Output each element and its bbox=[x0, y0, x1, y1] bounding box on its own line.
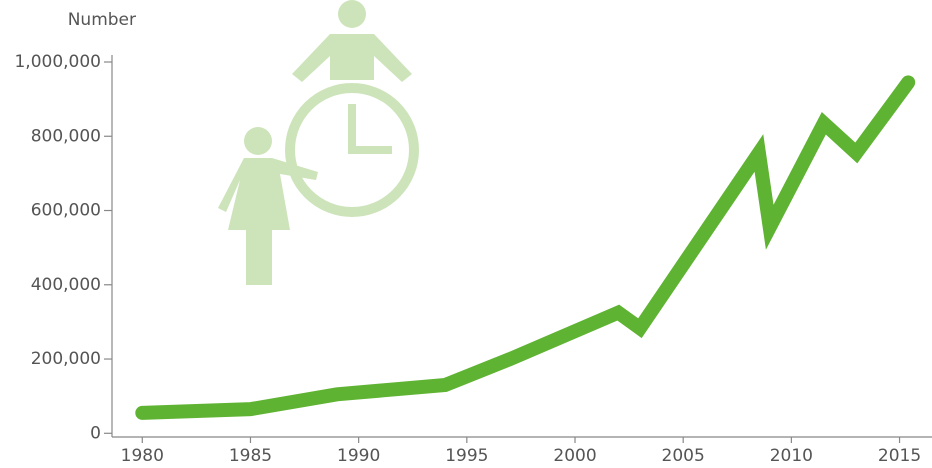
x-tick-label: 1990 bbox=[337, 446, 380, 466]
illustration bbox=[218, 0, 419, 285]
y-tick-label: 600,000 bbox=[31, 201, 101, 221]
x-tick-label: 2010 bbox=[770, 446, 813, 466]
x-tick-label: 2005 bbox=[662, 446, 705, 466]
y-tick-label: 800,000 bbox=[31, 126, 101, 146]
y-tick-label: 400,000 bbox=[31, 275, 101, 295]
data-line bbox=[135, 75, 916, 420]
x-tick-label: 2015 bbox=[878, 446, 921, 466]
x-tick-label: 1995 bbox=[445, 446, 488, 466]
x-tick-label: 1985 bbox=[229, 446, 272, 466]
x-tick-label: 2000 bbox=[553, 446, 596, 466]
y-axis-label: Number bbox=[68, 10, 136, 30]
y-tick-label: 1,000,000 bbox=[14, 52, 101, 72]
y-tick-label: 0 bbox=[90, 423, 101, 443]
y-tick-label: 200,000 bbox=[31, 349, 101, 369]
x-tick-label: 1980 bbox=[121, 446, 164, 466]
